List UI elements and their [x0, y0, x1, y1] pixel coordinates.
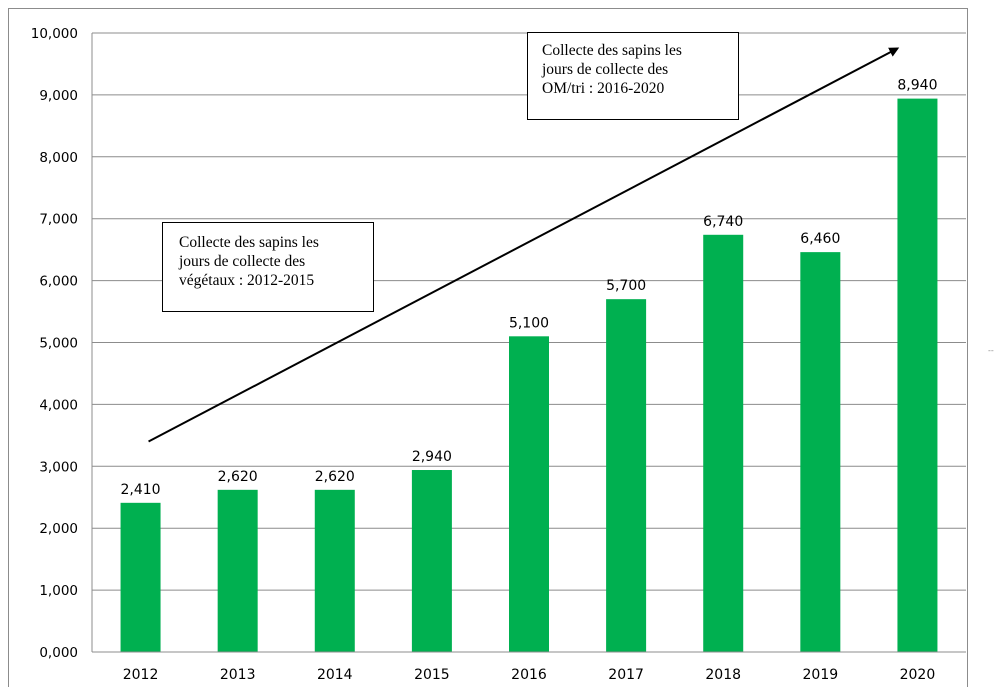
data-label: 8,940	[897, 78, 937, 94]
data-label: 6,460	[800, 231, 840, 247]
y-tick-label: 3,000	[39, 459, 78, 475]
data-label: 6,740	[703, 214, 743, 230]
side-mark: --	[988, 346, 994, 355]
x-tick-label: 2017	[608, 667, 644, 683]
bar	[703, 234, 744, 652]
x-tick-label: 2019	[803, 667, 839, 683]
bar	[606, 299, 647, 652]
trend-arrow	[148, 47, 900, 443]
y-tick-label: 1,000	[39, 583, 78, 599]
bar	[411, 470, 452, 652]
x-tick-label: 2013	[220, 667, 256, 683]
x-tick-label: 2012	[123, 667, 159, 683]
bar	[509, 336, 549, 652]
annotation-vegetaux-period: Collecte des sapins les jours de collect…	[162, 222, 374, 312]
bar	[120, 502, 161, 652]
bar	[314, 489, 355, 652]
y-tick-label: 7,000	[39, 212, 78, 228]
y-tick-label: 2,000	[39, 521, 78, 537]
data-label: 2,620	[218, 469, 258, 485]
y-tick-label: 5,000	[39, 336, 78, 352]
data-label: 5,700	[606, 278, 646, 294]
bar	[897, 98, 938, 652]
x-tick-label: 2014	[317, 667, 353, 683]
bar	[217, 489, 258, 652]
x-tick-label: 2015	[414, 667, 450, 683]
y-tick-label: 0,000	[39, 645, 78, 661]
x-tick-label: 2018	[705, 667, 741, 683]
y-tick-label: 8,000	[39, 150, 78, 166]
data-label: 2,620	[315, 469, 355, 485]
y-tick-label: 9,000	[39, 88, 78, 104]
data-label: 2,410	[121, 482, 161, 498]
x-tick-label: 2016	[511, 667, 547, 683]
y-tick-label: 4,000	[39, 397, 78, 413]
y-tick-label: 10,000	[31, 26, 78, 42]
y-tick-label: 6,000	[39, 274, 78, 290]
annotation-om-tri-period: Collecte des sapins les jours de collect…	[527, 32, 739, 120]
bar	[800, 252, 841, 652]
data-label: 2,940	[412, 449, 452, 465]
data-label: 5,100	[509, 315, 549, 331]
x-tick-label: 2020	[900, 667, 936, 683]
